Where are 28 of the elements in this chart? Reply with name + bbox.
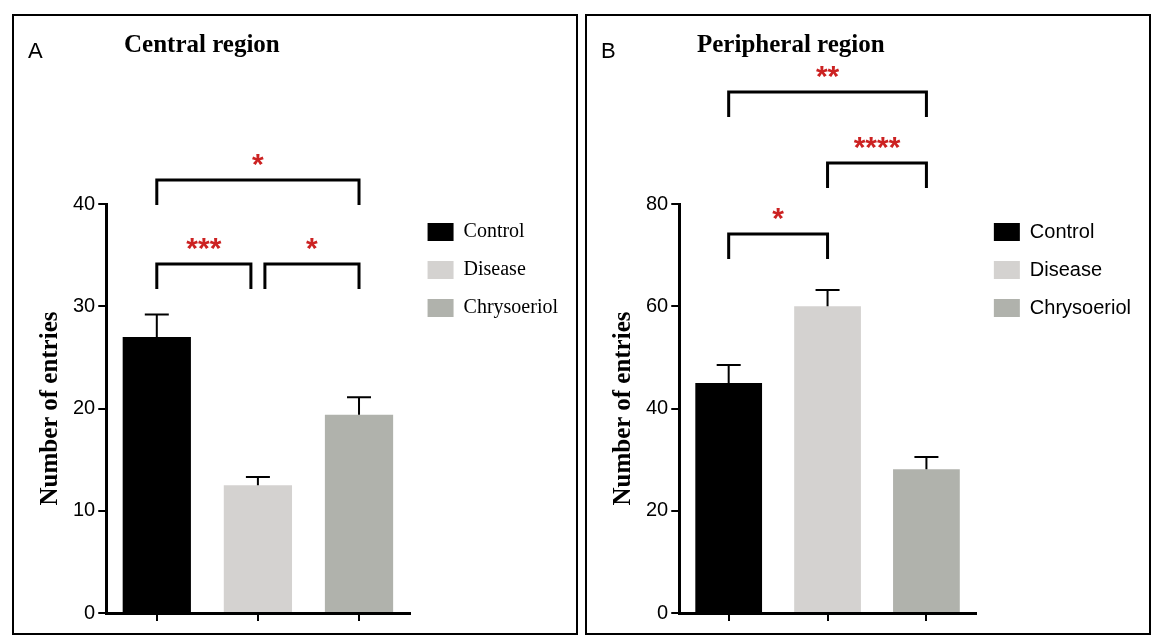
legend-label: Chrysoeriol <box>1029 295 1132 318</box>
legend-label: Chrysoeriol <box>463 295 559 319</box>
y-axis-title: Number of entries <box>608 311 636 506</box>
text: **** <box>853 130 901 163</box>
chart-title: Peripheral region <box>697 30 885 57</box>
chart-title: Central region <box>124 30 280 57</box>
annotation: *** <box>186 231 222 264</box>
annotation: * <box>306 231 319 264</box>
y-tick-label: 10 <box>73 498 96 521</box>
legend-label: Control <box>463 219 526 242</box>
y-tick-label: 60 <box>646 293 669 316</box>
legend-label: Disease <box>1029 257 1103 280</box>
legend-label: Disease <box>463 257 526 280</box>
y-tick-label: 30 <box>73 293 96 316</box>
text: * <box>252 147 265 180</box>
y-tick-label: 40 <box>73 191 96 214</box>
y-axis-title: Number of entries <box>35 311 63 506</box>
y-tick-label: 20 <box>73 396 96 419</box>
annotation: * <box>772 201 785 234</box>
text: B <box>601 38 616 63</box>
y-tick-label: 20 <box>646 498 669 521</box>
text: A <box>28 38 43 63</box>
y-tick-label: 0 <box>84 600 96 623</box>
text: ** <box>815 59 840 92</box>
y-tick-label: 40 <box>646 396 669 419</box>
legend-label: Control <box>1029 219 1095 242</box>
y-tick-label: 0 <box>657 600 669 623</box>
y-tick-label: 80 <box>646 191 669 214</box>
